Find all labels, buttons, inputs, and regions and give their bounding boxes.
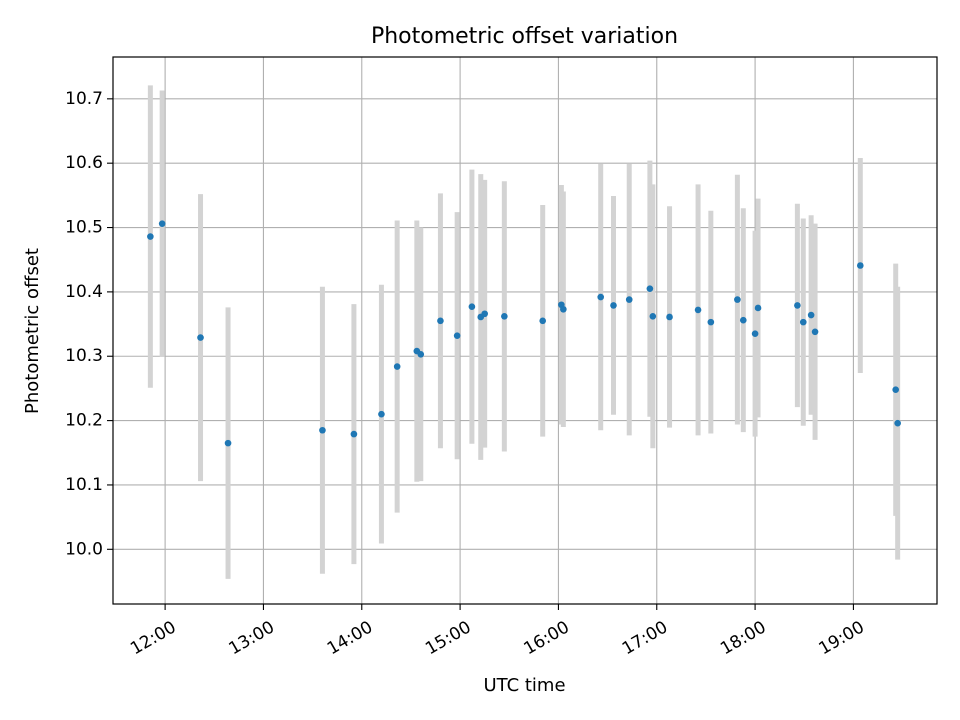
data-point bbox=[857, 262, 864, 269]
error-bars bbox=[147, 85, 901, 579]
data-point bbox=[666, 313, 673, 321]
data-point bbox=[481, 310, 488, 318]
data-point bbox=[560, 305, 567, 313]
data-point bbox=[892, 386, 900, 394]
x-tick-label: 14:00 bbox=[324, 617, 376, 659]
data-point bbox=[437, 317, 444, 325]
data-point bbox=[393, 363, 401, 370]
data-point bbox=[739, 316, 747, 324]
data-point bbox=[378, 410, 385, 418]
y-tick-label: 10.2 bbox=[65, 411, 103, 431]
data-point bbox=[610, 302, 617, 309]
data-point bbox=[501, 313, 508, 320]
data-points bbox=[147, 220, 901, 447]
y-axis-label: Photometric offset bbox=[22, 248, 43, 414]
y-tick-label: 10.5 bbox=[65, 218, 103, 238]
data-point bbox=[468, 303, 476, 310]
x-tick-label: 17:00 bbox=[619, 617, 671, 659]
data-point bbox=[417, 351, 425, 358]
x-axis-label: UTC time bbox=[483, 675, 565, 696]
plot-frame bbox=[112, 56, 938, 605]
data-point bbox=[649, 313, 657, 320]
y-tick-label: 10.7 bbox=[65, 89, 103, 109]
data-point bbox=[694, 306, 702, 314]
y-tick-label: 10.4 bbox=[65, 282, 103, 302]
data-point bbox=[754, 304, 762, 312]
x-tick-label: 13:00 bbox=[226, 617, 278, 659]
data-point bbox=[350, 430, 358, 438]
data-point bbox=[794, 302, 801, 309]
y-tick-label: 10.6 bbox=[65, 153, 103, 173]
data-point bbox=[625, 296, 633, 303]
data-point bbox=[807, 311, 815, 319]
data-point bbox=[319, 426, 326, 434]
axis-ticks: 12:00 13:00 14:00 15:00 16:00 17:00 18:00 19:00… bbox=[65, 89, 868, 659]
chart-title: Photometric offset variation bbox=[371, 24, 678, 49]
data-point bbox=[811, 328, 819, 336]
data-point bbox=[597, 293, 605, 301]
data-point bbox=[894, 419, 901, 427]
y-tick-label: 10.1 bbox=[65, 475, 103, 495]
x-tick-label: 12:00 bbox=[127, 617, 179, 659]
x-tick-label: 15:00 bbox=[422, 617, 474, 659]
data-point bbox=[646, 285, 654, 292]
data-point bbox=[224, 439, 232, 447]
data-point bbox=[158, 220, 166, 227]
y-tick-label: 10.0 bbox=[65, 539, 103, 559]
data-point bbox=[799, 318, 807, 326]
data-point bbox=[453, 332, 461, 339]
data-point bbox=[197, 334, 204, 341]
x-tick-label: 18:00 bbox=[717, 617, 769, 659]
data-point bbox=[751, 330, 759, 338]
data-point bbox=[707, 318, 715, 326]
y-tick-label: 10.3 bbox=[65, 346, 103, 366]
data-point bbox=[147, 233, 154, 240]
x-tick-label: 19:00 bbox=[815, 617, 867, 659]
x-tick-label: 16:00 bbox=[520, 617, 572, 659]
data-point bbox=[734, 296, 741, 303]
data-point bbox=[539, 317, 546, 325]
